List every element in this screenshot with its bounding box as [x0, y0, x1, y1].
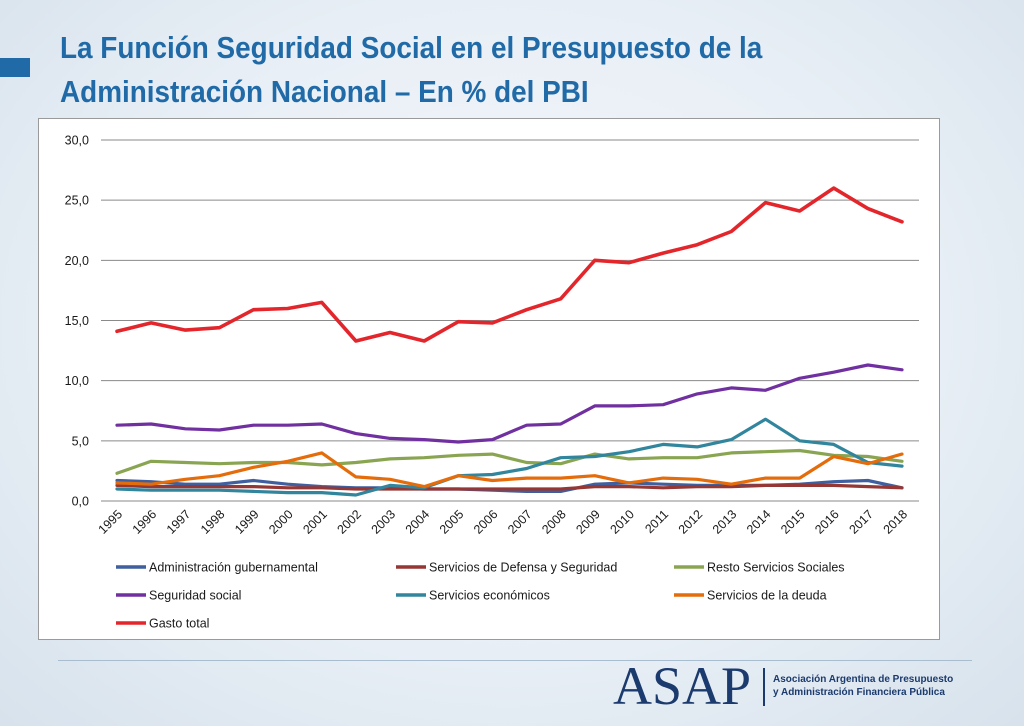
x-tick-label: 1997	[164, 507, 194, 537]
x-tick-label: 2004	[403, 507, 433, 537]
x-tick-label: 1998	[198, 507, 228, 537]
org-line-1: Asociación Argentina de Presupuesto	[773, 674, 954, 685]
x-tick-label: 2012	[676, 507, 706, 537]
x-tick-label: 2013	[710, 507, 740, 537]
title-line-1: La Función Seguridad Social en el Presup…	[60, 30, 763, 65]
y-tick-label: 0,0	[72, 495, 89, 509]
x-tick-label: 2005	[437, 507, 467, 537]
x-tick-label: 2000	[266, 507, 296, 537]
chart-container: 0,0 5,0 10,0 15,0 20,0 25,0 30,0 1995 1996 1997 1…	[38, 118, 940, 640]
x-tick-label: 2003	[369, 507, 399, 537]
org-line-2: y Administración Financiera Pública	[773, 687, 945, 698]
y-tick-label: 30,0	[65, 134, 89, 148]
accent-bar	[0, 58, 30, 77]
series-line-3	[115, 448, 904, 475]
legend: Administración gubernamental Servicios de…	[116, 561, 845, 631]
y-tick-label: 5,0	[72, 434, 89, 448]
series-line-2	[115, 483, 904, 491]
series-line-6	[115, 451, 904, 489]
y-tick-label: 25,0	[65, 194, 89, 208]
series-line-5	[115, 417, 904, 497]
x-tick-label: 1995	[96, 507, 126, 537]
x-tick-label: 2011	[642, 507, 671, 536]
y-tick-label: 20,0	[65, 254, 89, 268]
legend-label: Servicios económicos	[429, 589, 550, 603]
x-tick-label: 2001	[300, 507, 330, 537]
title-line-2: Administración Nacional – En % del PBI	[60, 74, 589, 109]
x-tick-label: 2010	[608, 507, 638, 537]
x-tick-label: 2008	[539, 507, 569, 537]
x-tick-label: 2006	[471, 507, 501, 537]
organization-name: Asociación Argentina de Presupuesto y Ad…	[773, 673, 953, 699]
logo-separator	[763, 668, 765, 706]
x-tick-label: 2017	[846, 507, 876, 537]
x-tick-label: 2018	[881, 507, 911, 537]
x-tick-label: 1999	[232, 507, 262, 537]
line-chart: 0,05,010,015,020,025,030,0 1995 1996 1997 1…	[65, 134, 919, 631]
y-tick-label: 10,0	[65, 374, 89, 388]
legend-label: Resto Servicios Sociales	[707, 561, 845, 575]
gridlines	[101, 139, 919, 502]
y-axis-labels: 0,0 5,0 10,0 15,0 20,0 25,0 30,0	[65, 134, 89, 509]
series-line-7	[115, 186, 904, 343]
legend-label: Servicios de la deuda	[707, 589, 827, 603]
legend-label: Servicios de Defensa y Seguridad	[429, 561, 617, 575]
page-title: La Función Seguridad Social en el Presup…	[60, 26, 762, 114]
series-line-4	[115, 363, 904, 444]
asap-logo: ASAP	[613, 656, 752, 716]
x-tick-label: 2016	[812, 507, 842, 537]
legend-label: Gasto total	[149, 617, 209, 631]
x-tick-label: 2007	[505, 507, 535, 537]
legend-label: Seguridad social	[149, 589, 241, 603]
x-tick-label: 1996	[130, 507, 160, 537]
x-tick-label: 2015	[778, 507, 808, 537]
y-tick-label: 15,0	[65, 314, 89, 328]
series-lines	[115, 186, 904, 497]
x-axis-labels: 1995 1996 1997 1998 1999 2000 2001 2002 2003 2004…	[96, 507, 911, 537]
footer-divider	[58, 660, 972, 661]
x-tick-label: 2002	[334, 507, 364, 537]
legend-label: Administración gubernamental	[149, 561, 318, 575]
x-tick-label: 2009	[573, 507, 603, 537]
x-tick-label: 2014	[744, 507, 774, 537]
